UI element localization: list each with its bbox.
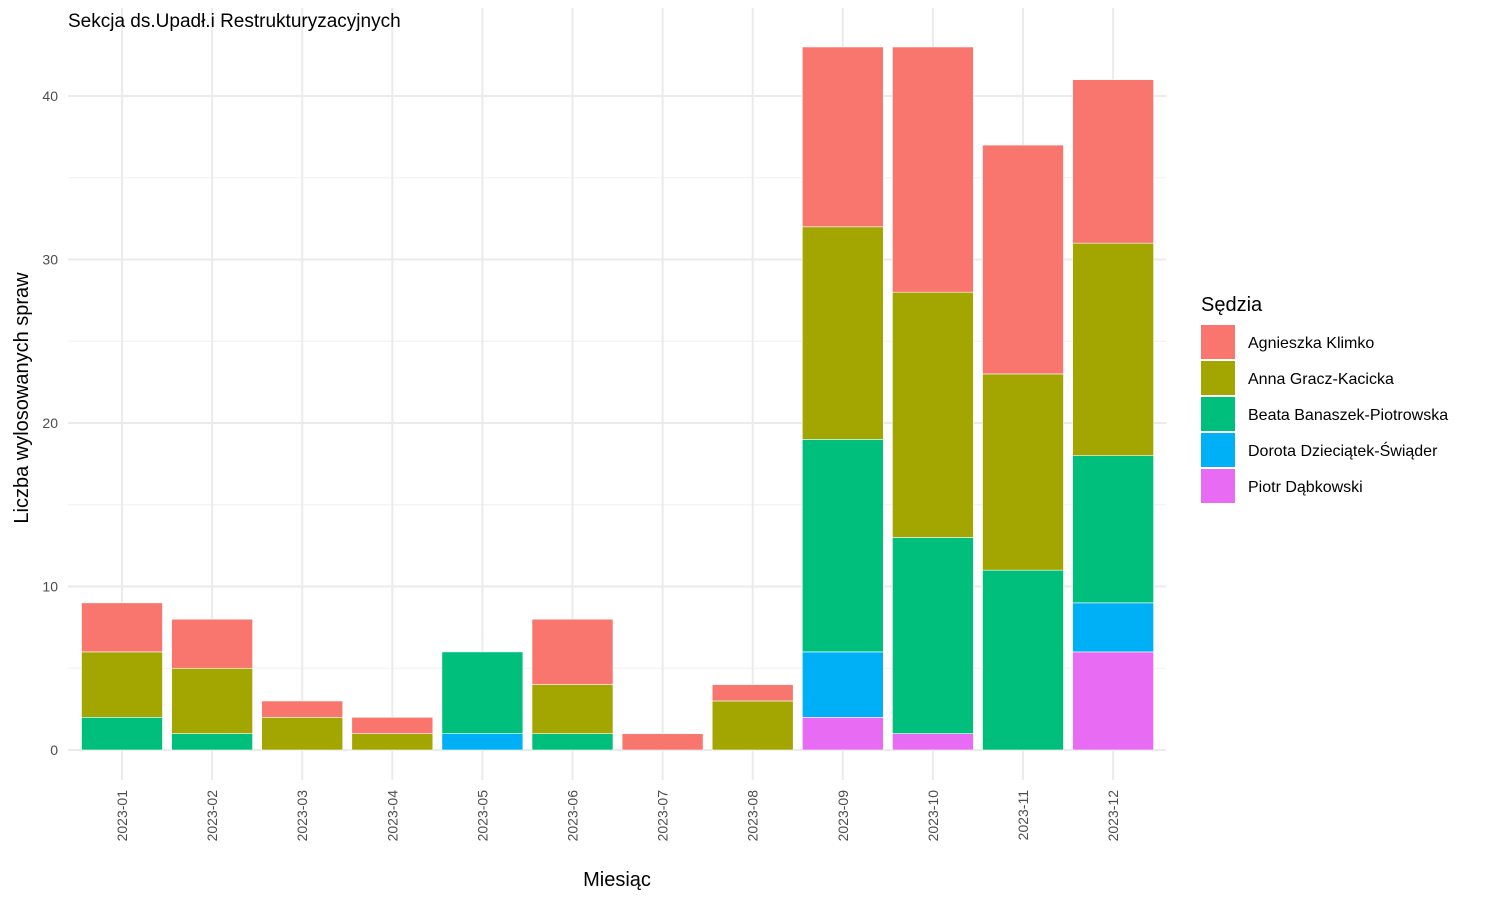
legend-label: Dorota Dzieciątek-Świąder: [1248, 441, 1438, 460]
bar-segment: [441, 733, 524, 751]
bar-segment: [171, 667, 253, 734]
legend-swatch: [1201, 325, 1235, 359]
bar-segment: [982, 144, 1064, 375]
bar-segment: [892, 291, 974, 538]
bar-segment: [351, 733, 434, 751]
bar-segment: [1072, 242, 1154, 456]
x-tick-label: 2023-02: [204, 790, 220, 842]
x-tick-label: 2023-11: [1015, 790, 1031, 841]
bar-segment: [351, 716, 434, 734]
bar-segment: [441, 651, 524, 734]
y-tick-label: 30: [42, 252, 58, 268]
bar-segment: [171, 733, 253, 751]
bar-segment: [982, 373, 1064, 571]
bar-segment: [261, 716, 344, 751]
legend-label: Piotr Dąbkowski: [1248, 479, 1363, 496]
bar-segment: [801, 716, 884, 751]
bar-segment: [801, 226, 884, 440]
legend-swatch: [1201, 361, 1235, 395]
bar-segment: [801, 439, 884, 653]
x-axis-label: Miesiąc: [583, 869, 651, 891]
legend-label: Beata Banaszek-Piotrowska: [1248, 407, 1448, 424]
y-tick-label: 40: [42, 88, 58, 104]
bar-segment: [81, 651, 163, 718]
x-tick-label: 2023-06: [565, 790, 581, 842]
bar-segment: [892, 46, 974, 293]
bar-segment: [1072, 79, 1154, 244]
bar-segment: [982, 569, 1064, 751]
bars-layer: [81, 46, 1154, 751]
bar-segment: [1072, 651, 1154, 751]
bar-segment: [531, 684, 614, 734]
bar-segment: [801, 651, 884, 718]
x-tick-label: 2023-09: [835, 790, 851, 842]
bar-segment: [261, 700, 344, 718]
legend: Sędzia Agnieszka Klimko Anna Gracz-Kacick…: [1201, 294, 1448, 503]
bar-segment: [711, 684, 794, 702]
y-axis-label: Liczba wylosowanych spraw: [11, 272, 33, 524]
x-tick-label: 2023-03: [294, 790, 310, 842]
chart-title: Sekcja ds.Upadł.i Restrukturyzacyjnych: [68, 11, 401, 32]
x-tick-label: 2023-04: [384, 790, 400, 842]
y-axis-ticks: 0 10 20 30 40: [42, 88, 58, 758]
y-tick-label: 10: [42, 579, 58, 595]
x-tick-label: 2023-07: [655, 790, 671, 842]
bar-segment: [711, 700, 794, 751]
x-tick-label: 2023-01: [114, 790, 130, 842]
legend-label: Anna Gracz-Kacicka: [1248, 371, 1394, 388]
x-tick-label: 2023-08: [745, 790, 761, 842]
x-tick-label: 2023-10: [925, 790, 941, 842]
bar-segment: [531, 733, 614, 751]
x-tick-label: 2023-12: [1105, 790, 1121, 842]
y-tick-label: 0: [50, 742, 58, 758]
y-tick-label: 20: [42, 415, 58, 431]
bar-segment: [531, 618, 614, 685]
x-axis-ticks: 2023-01 2023-02 2023-03 2023-04 2023-05 2023-…: [114, 790, 1121, 842]
bar-segment: [621, 733, 704, 751]
legend-swatch: [1201, 433, 1235, 467]
x-tick-label: 2023-05: [474, 790, 490, 842]
bar-segment: [801, 46, 884, 228]
legend-label: Agnieszka Klimko: [1248, 335, 1374, 352]
legend-swatch: [1201, 397, 1235, 431]
legend-swatch: [1201, 469, 1235, 503]
bar-segment: [171, 618, 253, 669]
bar-segment: [81, 602, 163, 653]
bar-segment: [892, 537, 974, 734]
bar-segment: [1072, 602, 1154, 653]
bar-segment: [81, 716, 163, 751]
legend-items: Agnieszka Klimko Anna Gracz-Kacicka Beata …: [1201, 325, 1448, 503]
legend-title: Sędzia: [1201, 294, 1263, 316]
bar-segment: [1072, 455, 1154, 604]
bar-segment: [892, 733, 974, 751]
